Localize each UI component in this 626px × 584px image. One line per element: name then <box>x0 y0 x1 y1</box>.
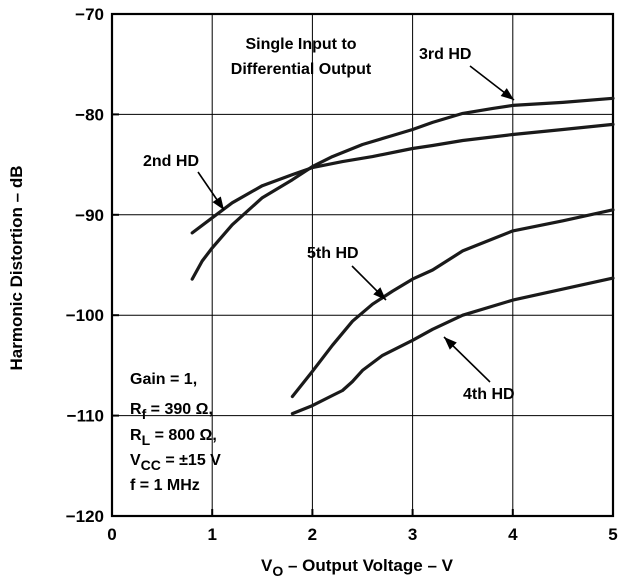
y-tick-label: −120 <box>66 507 104 526</box>
plot-frame <box>110 12 615 518</box>
condition-rf: Rf = 390 Ω, <box>130 401 213 422</box>
series-label-3rd-hd: 3rd HD <box>419 46 471 63</box>
x-tick-label: 1 <box>207 525 216 544</box>
y-tick-label: −110 <box>67 407 104 426</box>
conditions-block: Gain = 1, Rf = 390 Ω, RL = 800 Ω, VCC = … <box>130 371 221 494</box>
series-line-5th-hd <box>290 208 615 399</box>
y-tick-label: −90 <box>75 206 104 225</box>
pointer-4th-hd-head <box>444 337 457 350</box>
y-tick-label: −80 <box>75 105 104 124</box>
series-label-2nd-hd: 2nd HD <box>143 153 199 170</box>
series-label-4th-hd: 4th HD <box>463 386 515 403</box>
condition-f: f = 1 MHz <box>130 477 200 494</box>
chart-title-line1: Single Input to <box>245 36 356 53</box>
condition-gain: Gain = 1, <box>130 371 197 388</box>
x-tick-label: 5 <box>608 525 617 544</box>
pointer-5th-hd-head <box>373 287 386 300</box>
x-axis-title: VO – Output Voltage – V <box>261 556 454 579</box>
chart-title-line2: Differential Output <box>231 61 372 78</box>
x-tick-label: 2 <box>308 525 317 544</box>
series-line-3rd-hd <box>190 96 615 281</box>
x-tick-label: 3 <box>408 525 417 544</box>
x-tick-label: 0 <box>107 525 116 544</box>
pointer-3rd-hd-head <box>500 88 514 100</box>
series-lines <box>190 96 615 416</box>
pointer-2nd-hd-head <box>212 196 224 210</box>
y-tick-label: −100 <box>66 306 104 325</box>
axis-ticks: 0 1 2 3 4 5 −70 −80 −90 −100 −110 −120 <box>66 5 618 544</box>
label-pointers <box>197 65 515 383</box>
grid-lines <box>112 14 613 516</box>
y-axis-title: Harmonic Distortion – dB <box>7 166 26 371</box>
condition-rl: RL = 800 Ω, <box>130 427 217 448</box>
series-label-5th-hd: 5th HD <box>307 245 359 262</box>
series-line-2nd-hd <box>190 122 615 235</box>
x-tick-label: 4 <box>508 525 518 544</box>
y-tick-label: −70 <box>75 5 104 24</box>
condition-vcc: VCC = ±15 V <box>130 452 221 473</box>
series-line-4th-hd <box>290 276 615 416</box>
